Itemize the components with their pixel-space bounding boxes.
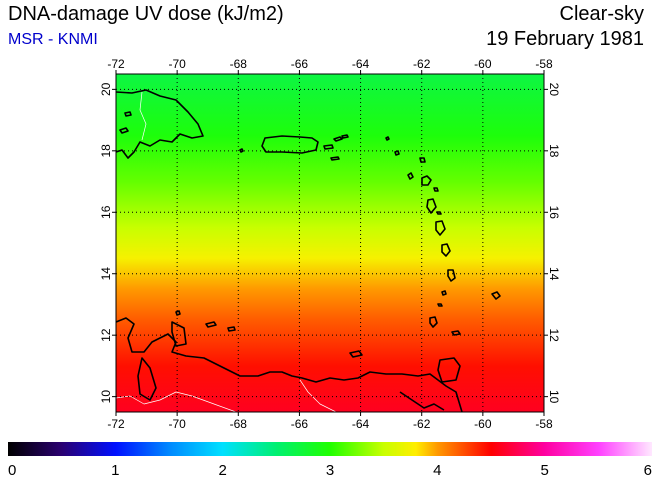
lon-tick-label-bottom: -70 [168,417,186,431]
island-montserrat [407,172,414,180]
colorbar-label: 5 [540,462,548,479]
lat-tick-label-left: 16 [99,205,113,219]
lat-tick-label-right: 20 [547,83,561,97]
lon-tick-label-bottom: -58 [535,417,553,431]
hispaniola-border [139,91,147,141]
colorbar-label: 0 [8,462,16,479]
colorbar-label: 6 [644,462,652,479]
paraguana-peninsula [171,321,187,347]
border-colombia-venezuela [116,391,237,412]
colorbar-label: 4 [433,462,441,479]
lat-tick-label-left: 14 [99,267,113,281]
colorbar-label: 3 [326,462,334,479]
island-dominica [426,198,437,214]
island-st-lucia [441,243,451,257]
island-gonave [124,111,132,117]
lat-tick-label-right: 16 [547,206,561,220]
map-frame [115,73,545,413]
island-grenadines [437,290,447,307]
lat-tick-label-right: 10 [547,390,561,404]
lon-tick-label-bottom: -60 [474,417,492,431]
island-barbados [491,291,501,300]
island-mona [239,148,244,153]
map-title: DNA-damage UV dose (kJ/m2) [8,3,284,25]
island-tobago [451,330,461,336]
orinoco-delta [399,391,445,411]
lat-tick-label-right: 12 [547,329,561,343]
lon-tick-label-bottom: -72 [107,417,125,431]
island-bonaire [227,326,236,332]
island-saona [119,127,129,134]
border-venezuela-inner [299,379,337,412]
island-grenada [429,316,438,328]
lon-tick-label-bottom: -64 [352,417,370,431]
lon-tick-label-top: -60 [474,57,492,71]
island-st-kitts [394,150,400,156]
lat-tick-label-right: 18 [547,144,561,158]
island-st-vincent [447,269,456,282]
colorbar [8,442,652,456]
lake-maracaibo [137,357,157,401]
island-les-saintes [436,211,442,215]
lon-tick-label-top: -70 [168,57,186,71]
island-margarita [349,350,363,358]
island-trinidad [437,357,461,383]
island-vieques [323,144,334,150]
lat-tick-label-left: 18 [99,144,113,158]
lon-tick-label-top: -58 [535,57,553,71]
lat-tick-label-left: 20 [99,82,113,96]
virgin-islands [333,134,349,142]
puerto-rico-coastline [261,135,319,154]
lat-tick-label-left: 12 [99,328,113,342]
lon-tick-label-top: -64 [352,57,370,71]
island-saba [385,136,390,141]
island-curacao [205,321,217,328]
lon-tick-label-bottom: -62 [413,417,431,431]
lon-tick-label-top: -72 [107,57,125,71]
map-date: 19 February 1981 [486,28,644,50]
island-guadeloupe [421,175,432,186]
lon-tick-label-bottom: -68 [230,417,248,431]
lat-tick-label-right: 14 [547,267,561,281]
south-america-coastline [116,317,463,412]
lon-tick-label-bottom: -66 [291,417,309,431]
colorbar-label: 2 [218,462,226,479]
uv-field [116,74,544,412]
colorbar-label: 1 [111,462,119,479]
map-source: MSR - KNMI [8,31,98,48]
island-antigua [419,157,426,163]
island-marie-galante [433,187,439,192]
lat-tick-label-left: 10 [99,390,113,404]
lon-tick-label-top: -66 [291,57,309,71]
sky-type-label: Clear-sky [559,3,644,25]
island-anguilla [330,156,340,161]
island-martinique [435,220,446,236]
lon-tick-label-top: -68 [230,57,248,71]
hispaniola-coastline [116,89,204,159]
lon-tick-label-top: -62 [413,57,431,71]
